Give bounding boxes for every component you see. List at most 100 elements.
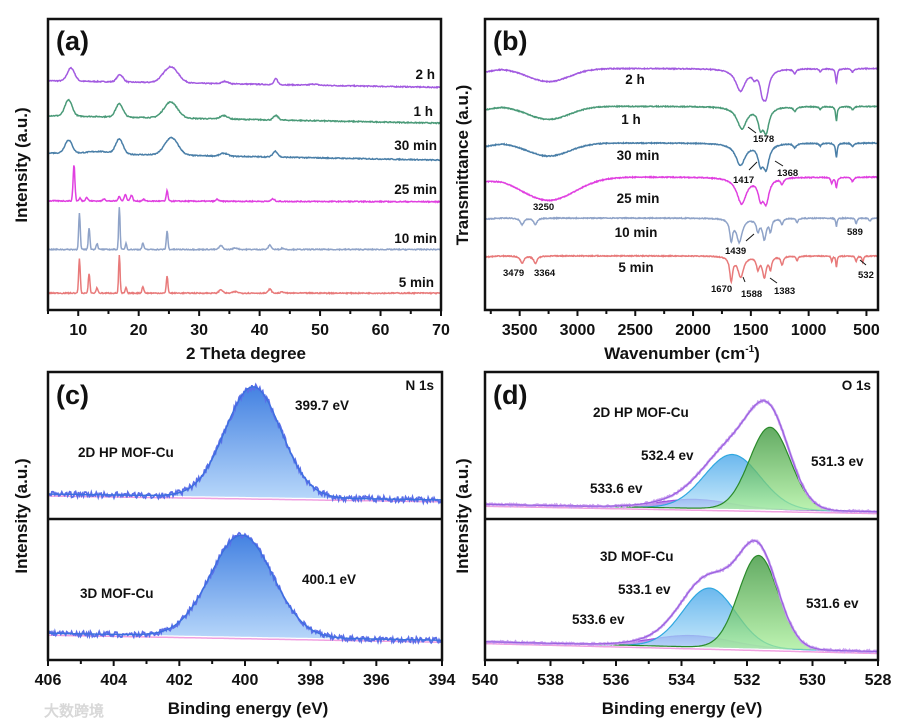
panel-d-xtick-label: 530 [799, 672, 826, 689]
panel-b-xtick-label: 3500 [502, 322, 538, 339]
panel-a-xtick-label: 10 [69, 322, 87, 339]
series-label-25min: 25 min [617, 191, 660, 206]
annotation-1368: 1368 [777, 168, 798, 179]
peak-label-531.3: 531.3 ev [811, 454, 864, 469]
panel-b-xlabel-end: ) [754, 344, 760, 363]
panel-c-xtick-label: 398 [297, 672, 324, 689]
series-label-10min: 10 min [394, 231, 437, 246]
annotation-3250: 3250 [533, 202, 554, 213]
panel-b-ylabel: Transmittance (a.u.) [453, 85, 472, 246]
annotation-1578: 1578 [753, 134, 774, 145]
ftir-curve-2h [484, 66, 879, 102]
peak-label-532.4: 532.4 ev [641, 448, 694, 463]
xrd-curve-1h [47, 98, 442, 125]
sample-label-3d: 3D MOF-Cu [80, 586, 154, 601]
series-label-2h: 2 h [415, 67, 435, 82]
panel-b-xlabel-main: Wavenumber (cm [604, 344, 745, 363]
watermark: 大数跨境 [44, 702, 104, 720]
series-label-1h: 1 h [413, 104, 433, 119]
panel-d-xtick-label: 536 [603, 672, 630, 689]
peak-label-533.1: 533.1 ev [618, 582, 671, 597]
sample-label-2d: 2D HP MOF-Cu [78, 445, 174, 460]
panel-c-xtick-label: 394 [429, 672, 456, 689]
panel-a-ylabel: Intensity (a.u.) [12, 107, 31, 222]
fit-envelope [485, 400, 878, 513]
panel-c-title: N 1s [405, 378, 434, 393]
annotation-589: 589 [847, 227, 863, 238]
panel-c-label: (c) [56, 380, 89, 410]
panel-a-xtick-label: 60 [372, 322, 390, 339]
peak-label-533.6-top: 533.6 ev [590, 481, 643, 496]
panel-d-xtick-label: 540 [472, 672, 499, 689]
annotation-3479: 3479 [503, 268, 524, 279]
series-label-25min: 25 min [394, 182, 437, 197]
fit-component-area [48, 535, 442, 641]
annotation-1588: 1588 [741, 289, 762, 300]
sample-label-2d: 2D HP MOF-Cu [593, 405, 689, 420]
panel-d-xtick-label: 532 [734, 672, 761, 689]
peak-label-533.6-bottom: 533.6 ev [572, 612, 625, 627]
fit-envelope [48, 386, 442, 501]
peak-label-531.6: 531.6 ev [806, 596, 859, 611]
series-label-2h: 2 h [625, 72, 645, 87]
panel-a-label: (a) [56, 26, 89, 56]
xrd-curve-25min [47, 165, 442, 204]
xrd-curve-30min [47, 136, 442, 162]
fit-component-area [485, 427, 878, 512]
annotation-1670: 1670 [711, 284, 732, 295]
panel-b-xtick-label: 1000 [791, 322, 827, 339]
annotation-3364: 3364 [534, 268, 556, 279]
panel-d-xtick-label: 528 [865, 672, 892, 689]
panel-b-xtick-label: 3000 [560, 322, 596, 339]
series-label-5min: 5 min [618, 260, 653, 275]
ftir-curve-25min [485, 175, 879, 208]
panel-c-xtick-label: 400 [232, 672, 259, 689]
panel-b-xlabel: Wavenumber (cm-1) [604, 344, 760, 363]
peak-label-400.1: 400.1 eV [302, 572, 356, 587]
ftir-curve-10min [484, 216, 879, 245]
panel-c-xtick-label: 396 [363, 672, 390, 689]
fit-component-area [48, 386, 442, 500]
fit-component-area [485, 555, 878, 652]
panel-b-xtick-label: 2500 [617, 322, 653, 339]
panel-b-xtick-label: 2000 [675, 322, 711, 339]
panel-d-xlabel: Binding energy (eV) [602, 699, 763, 718]
panel-b-label: (b) [493, 26, 527, 56]
series-label-5min: 5 min [399, 275, 434, 290]
panel-d-title: O 1s [842, 378, 871, 393]
xrd-curve-5min [47, 254, 442, 296]
background-line [485, 642, 878, 655]
panel-a-xtick-label: 40 [251, 322, 269, 339]
panel-c-xtick-label: 404 [100, 672, 127, 689]
panel-b-xtick-label: 1500 [733, 322, 769, 339]
panel-a-xtick-label: 50 [311, 322, 329, 339]
fit-envelope [48, 534, 443, 641]
panel-b-xtick-label: 500 [853, 322, 880, 339]
ftir-curve-30min [484, 141, 879, 173]
panel-a-xlabel: 2 Theta degree [186, 344, 306, 363]
panel-a-frame [46, 17, 443, 312]
panel-c-xtick-label: 402 [166, 672, 193, 689]
panel-d-xtick-label: 534 [668, 672, 695, 689]
sample-label-3d: 3D MOF-Cu [600, 549, 674, 564]
ftir-curve-5min [484, 254, 879, 285]
annotation-1439: 1439 [725, 246, 746, 257]
panel-a-xtick-label: 20 [130, 322, 148, 339]
panel-b-frame [483, 17, 880, 312]
annotation-532: 532 [858, 270, 874, 281]
panel-d-ylabel: Intensity (a.u.) [453, 458, 472, 573]
panel-c-ylabel: Intensity (a.u.) [12, 458, 31, 573]
series-label-1h: 1 h [621, 112, 641, 127]
background-line [485, 505, 878, 515]
ftir-curve-1h [484, 104, 879, 137]
panel-d-xtick-label: 538 [537, 672, 564, 689]
series-label-30min: 30 min [617, 148, 660, 163]
panel-d-label: (d) [493, 380, 527, 410]
panel-a-xtick-label: 70 [432, 322, 450, 339]
panel-b-xlabel-sup: -1 [745, 344, 754, 355]
fit-envelope [485, 540, 878, 653]
fit-component-area [485, 588, 878, 652]
xrd-curve-2h [47, 65, 442, 90]
series-label-10min: 10 min [615, 225, 658, 240]
